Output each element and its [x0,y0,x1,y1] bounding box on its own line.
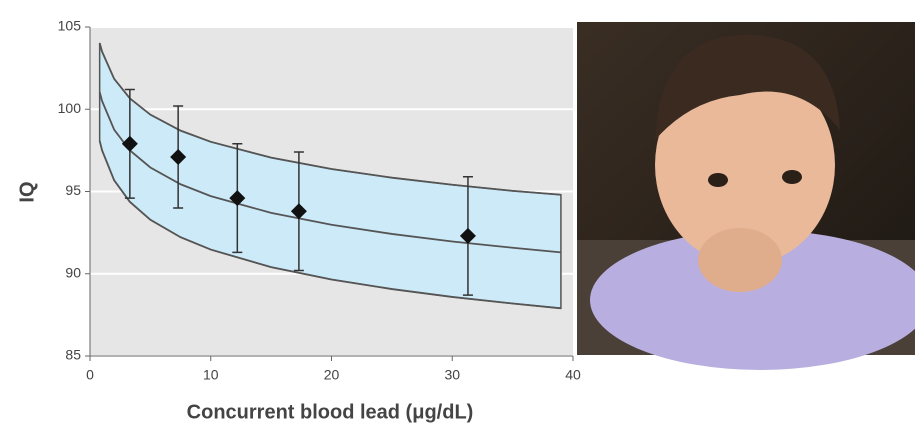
x-tick-label: 10 [203,367,219,383]
photo [577,22,915,370]
line [98,140,562,310]
x-tick-label: 0 [86,367,94,383]
line [98,91,562,254]
line [98,42,561,196]
x-tick-label: 20 [324,367,340,383]
y-tick-label: 105 [58,18,82,34]
data-point [170,148,187,165]
x-tick-label: 30 [444,367,460,383]
y-tick-label: 90 [65,264,81,280]
data-point [290,203,307,220]
y-axis-label: IQ [16,181,38,202]
x-axis-label: Concurrent blood lead (μg/dL) [187,401,474,423]
x-tick-label: 40 [565,367,581,383]
y-tick-label: 95 [65,182,81,198]
y-tick-label: 100 [58,100,82,116]
data-point [121,135,138,152]
data-point [229,190,246,207]
y-tick-label: 85 [65,347,81,363]
data-point [459,227,476,244]
